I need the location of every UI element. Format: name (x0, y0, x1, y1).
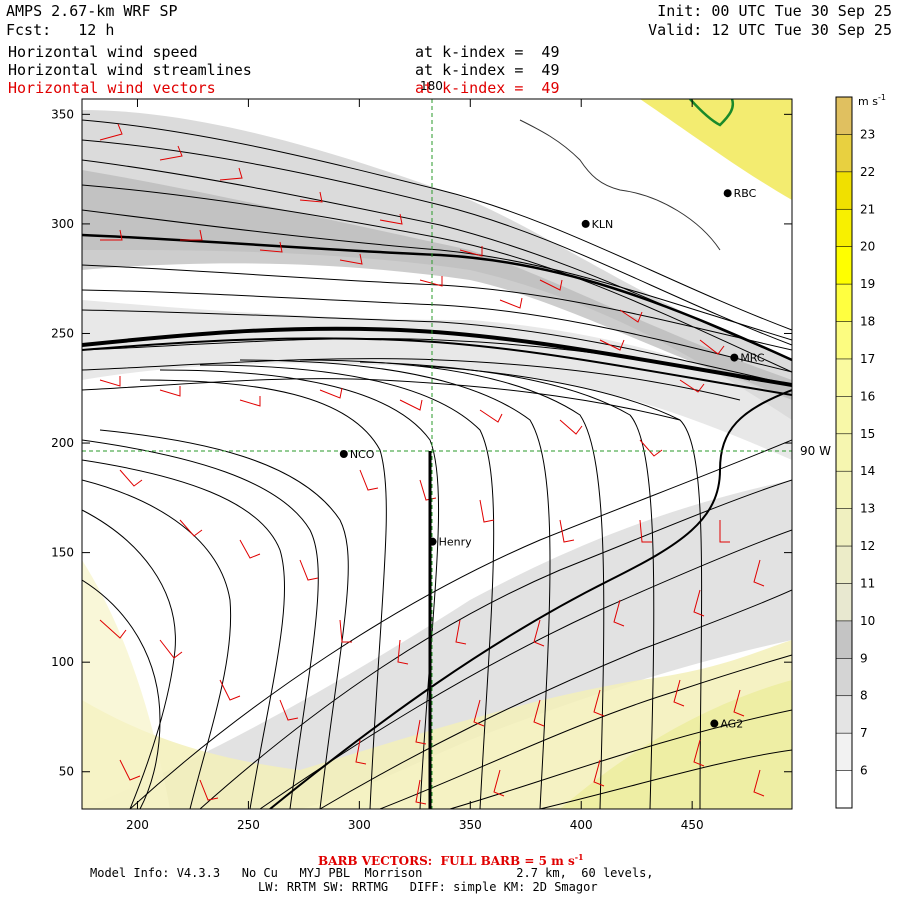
colorbar-swatch (836, 321, 852, 359)
streamlines (82, 119, 792, 809)
speed-shading-lower-band (82, 480, 792, 809)
colorbar-label: 7 (860, 726, 868, 740)
model-info-line2: LW: RRTM SW: RRTMG DIFF: simple KM: 2D S… (258, 880, 598, 894)
colorbar-label: 13 (860, 502, 875, 516)
colorbar-label: 18 (860, 315, 875, 329)
colorbar-swatch (836, 770, 852, 808)
colorbar-swatch (836, 171, 852, 210)
axes-layer: 200 250 300 350 400 450 50 100 150 200 250 300 350 (51, 99, 792, 832)
x-tick-label: 250 (237, 818, 260, 832)
colorbar-swatch (836, 620, 852, 659)
colorbar-swatch (836, 246, 852, 285)
colorbar-swatch (836, 583, 852, 621)
colorbar-swatch (836, 658, 852, 696)
y-tick-label: 300 (51, 217, 74, 231)
colorbar-swatch (836, 97, 852, 135)
colorbar-swatch (836, 508, 852, 547)
colorbar-swatch (836, 471, 852, 509)
colorbar-label: 9 (860, 651, 868, 665)
valid-time: Valid: 12 UTC Tue 30 Sep 25 (648, 21, 892, 39)
speed-shading-light-west (82, 560, 170, 809)
colorbar-swatch (836, 134, 852, 172)
speed-shading-yellow-ne (640, 99, 792, 200)
colorbar-frame (835, 96, 853, 809)
coastline (519, 119, 721, 251)
model-title: AMPS 2.67-km WRF SP (6, 2, 178, 20)
x-tick-label: 300 (348, 818, 371, 832)
colorbar-label: 22 (860, 165, 875, 179)
colorbar-swatch (836, 358, 852, 397)
colorbar-swatch (836, 546, 852, 584)
station-label: Henry (439, 536, 473, 549)
forecast-hour: Fcst: 12 h (6, 21, 115, 39)
colorbar-swatch (836, 433, 852, 472)
field-level-speed: at k-index = 49 (415, 43, 560, 61)
colorbar-unit: m s-1 (858, 93, 886, 108)
colorbar-label: 21 (860, 202, 875, 216)
barb-vectors-label: BARB VECTORS: FULL BARB = 5 m s-1 (318, 852, 584, 868)
x-tick-label: 200 (126, 818, 149, 832)
station-label: KLN (592, 218, 614, 231)
station-label: NCO (350, 448, 375, 461)
station-label: RBC (734, 187, 757, 200)
station-marker (723, 189, 732, 198)
colorbar-label: 16 (860, 389, 875, 403)
field-name-streamlines: Horizontal wind streamlines (8, 61, 252, 79)
colorbar-swatch (836, 396, 852, 434)
station-marker (730, 353, 739, 362)
y-tick-label: 250 (51, 326, 74, 340)
station-label: AG2 (720, 718, 743, 731)
x-tick-label: 350 (459, 818, 482, 832)
y-tick-label: 350 (51, 107, 74, 121)
model-info-line1: Model Info: V4.3.3 No Cu MYJ PBL Morriso… (90, 866, 654, 880)
station-marker (710, 719, 719, 728)
colorbar-swatch (836, 209, 852, 247)
colorbar-swatch (836, 284, 852, 322)
station-label: MRC (740, 352, 765, 365)
colorbar-label: 8 (860, 689, 868, 703)
y-tick-label: 50 (59, 765, 74, 779)
colorbar-label: 15 (860, 427, 875, 441)
stations-layer: KLN RBC MRC NCO Henry AG2 (339, 187, 765, 731)
field-level-vectors: at k-index = 49 (415, 79, 560, 97)
station-marker (581, 219, 590, 228)
colorbar-label: 17 (860, 352, 875, 366)
colorbar-label: 10 (860, 614, 875, 628)
plot-area: KLN RBC MRC NCO Henry AG2 (82, 99, 792, 809)
colorbar-label: 23 (860, 127, 875, 141)
field-name-speed: Horizontal wind speed (8, 43, 198, 61)
wind-barbs (99, 123, 765, 805)
station-marker (428, 537, 437, 546)
field-name-vectors: Horizontal wind vectors (8, 79, 216, 97)
coastline-ne (689, 99, 735, 127)
colorbar-label: 19 (860, 277, 875, 291)
plot-frame (81, 98, 793, 810)
streamlines-thick (82, 233, 792, 809)
x-tick-label: 450 (681, 818, 704, 832)
colorbar-label: 20 (860, 240, 875, 254)
y-tick-label: 100 (51, 655, 74, 669)
init-time: Init: 00 UTC Tue 30 Sep 25 (657, 2, 892, 20)
colorbar: 6 7 8 9 10 11 12 13 14 15 16 17 18 19 20 21 22 23 (835, 96, 875, 809)
speed-shading-upper-dark (82, 170, 792, 400)
meridian-label: 180 (420, 79, 443, 93)
latitude-label: 90 W (800, 444, 831, 458)
station-marker (339, 450, 348, 458)
colorbar-swatch (836, 695, 852, 734)
y-tick-label: 200 (51, 436, 74, 450)
y-tick-label: 150 (51, 546, 74, 560)
colorbar-label: 14 (860, 464, 875, 478)
colorbar-label: 12 (860, 539, 875, 553)
colorbar-swatch (836, 733, 852, 771)
field-level-streamlines: at k-index = 49 (415, 61, 560, 79)
colorbar-label: 6 (860, 764, 868, 778)
colorbar-label: 11 (860, 576, 875, 590)
x-tick-label: 400 (570, 818, 593, 832)
